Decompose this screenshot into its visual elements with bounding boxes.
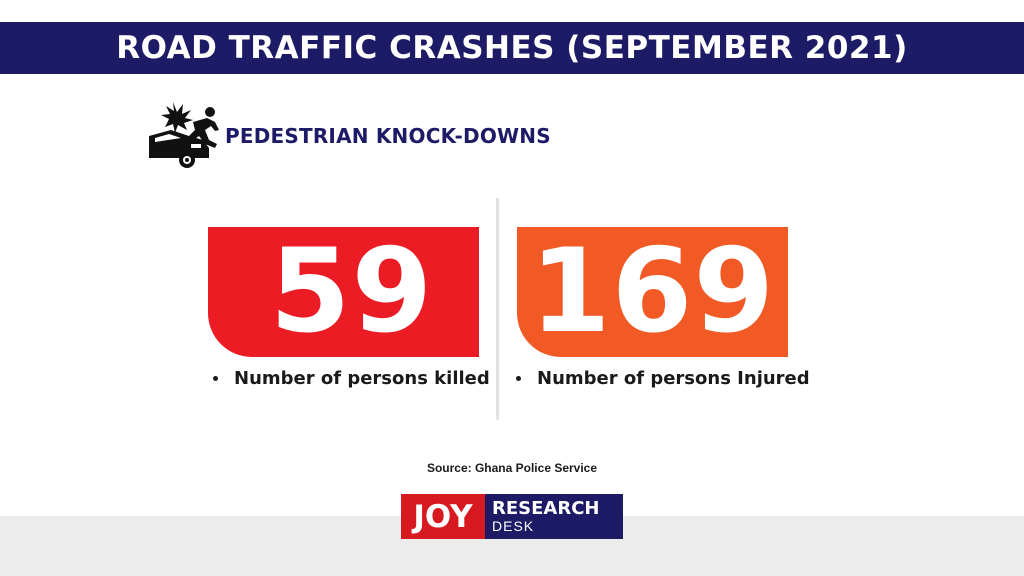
killed-label-row: Number of persons killed bbox=[213, 368, 490, 389]
killed-stat-card: 59 bbox=[208, 227, 479, 357]
column-divider bbox=[496, 198, 499, 420]
source-note: Source: Ghana Police Service bbox=[426, 461, 598, 475]
logo-joy: JOY bbox=[401, 494, 485, 539]
page-title: ROAD TRAFFIC CRASHES (SEPTEMBER 2021) bbox=[116, 30, 908, 66]
section-title: PEDESTRIAN KNOCK-DOWNS bbox=[225, 124, 551, 148]
bullet-icon bbox=[516, 376, 521, 381]
injured-stat-card: 169 bbox=[517, 227, 788, 357]
killed-label: Number of persons killed bbox=[234, 368, 490, 389]
section-header: PEDESTRIAN KNOCK-DOWNS bbox=[147, 100, 551, 172]
joy-research-desk-logo: JOY RESEARCH DESK bbox=[401, 494, 623, 539]
title-bar: ROAD TRAFFIC CRASHES (SEPTEMBER 2021) bbox=[0, 22, 1024, 74]
logo-research-text: RESEARCH bbox=[492, 498, 600, 519]
injured-label: Number of persons Injured bbox=[537, 368, 810, 389]
injured-label-row: Number of persons Injured bbox=[516, 368, 810, 389]
car-pedestrian-crash-icon bbox=[149, 102, 219, 168]
bullet-icon bbox=[213, 376, 218, 381]
logo-desk-text: DESK bbox=[492, 518, 535, 534]
injured-count: 169 bbox=[529, 224, 776, 359]
logo-desk-block: RESEARCH DESK bbox=[485, 494, 623, 539]
killed-count: 59 bbox=[269, 224, 434, 359]
